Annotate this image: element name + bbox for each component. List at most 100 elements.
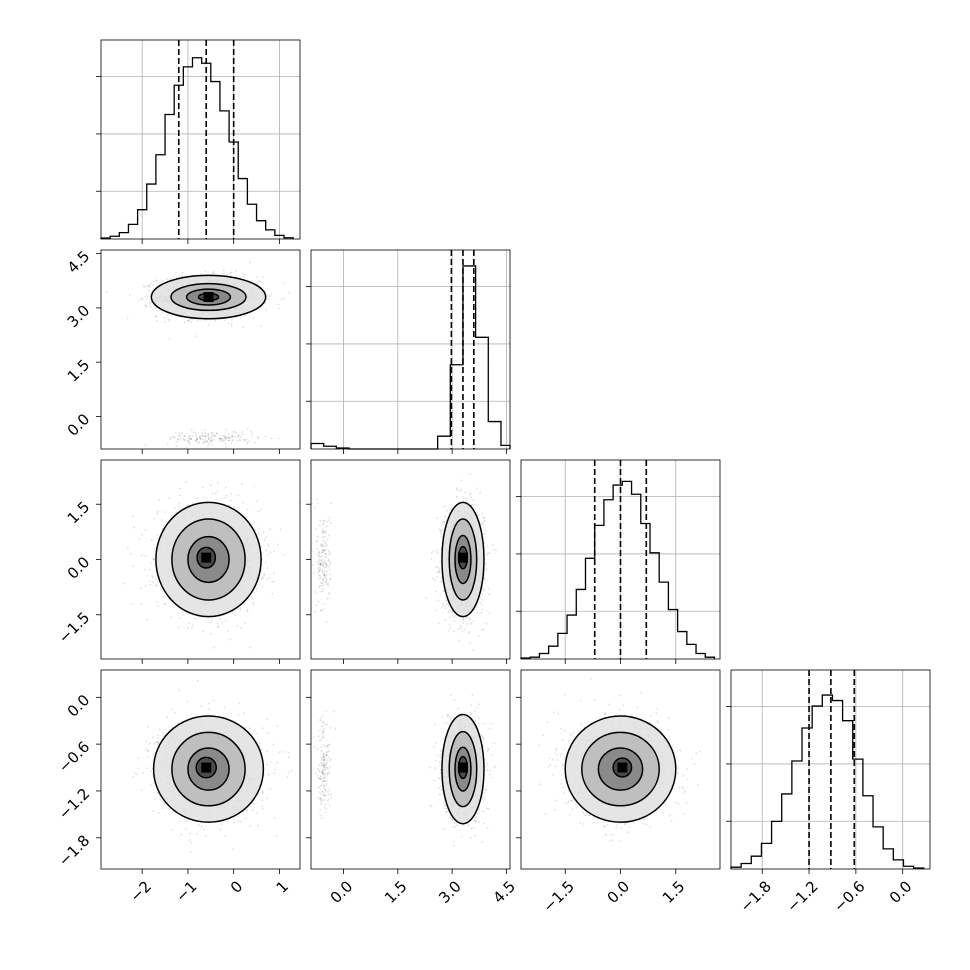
sample-point: [465, 616, 468, 619]
sample-point: [229, 499, 232, 502]
sample-point: [269, 295, 272, 297]
sample-point: [140, 603, 142, 606]
sample-point: [205, 440, 208, 443]
sample-point: [204, 319, 207, 321]
sample-point: [205, 440, 208, 442]
hist-frame-3: [730, 669, 931, 870]
sample-point: [492, 549, 495, 552]
sample-point: [207, 433, 209, 436]
sample-point: [325, 525, 328, 528]
sample-point: [185, 612, 188, 615]
sample-point: [219, 437, 222, 440]
sample-point: [488, 552, 491, 555]
sample-point: [212, 647, 215, 649]
sample-point: [171, 435, 174, 438]
sample-point: [149, 568, 151, 571]
sample-point: [321, 563, 324, 566]
sample-point: [320, 609, 322, 612]
sample-point: [200, 272, 203, 275]
sample-point: [231, 435, 234, 438]
sample-point: [244, 274, 247, 276]
sample-point: [245, 516, 248, 519]
sample-point: [316, 498, 318, 501]
sample-point: [320, 555, 322, 558]
sample-point: [436, 571, 439, 574]
sample-point: [325, 577, 328, 580]
sample-point: [319, 575, 322, 577]
sample-point: [197, 442, 200, 444]
sample-point: [219, 618, 222, 620]
sample-point: [123, 582, 126, 585]
sample-point: [438, 568, 441, 570]
sample-point: [318, 560, 320, 562]
sample-point: [247, 598, 250, 601]
sample-point: [227, 439, 230, 442]
sample-point: [319, 519, 322, 522]
sample-point: [149, 583, 152, 586]
sample-point: [266, 287, 269, 290]
sample-point: [320, 544, 323, 547]
sample-point: [487, 587, 490, 590]
sample-point: [188, 435, 191, 437]
sample-point: [482, 587, 485, 590]
sample-point: [196, 319, 199, 322]
sample-point: [210, 432, 213, 435]
sample-point: [455, 487, 458, 490]
sample-point: [228, 437, 231, 440]
sample-point: [230, 325, 233, 328]
sample-point: [158, 498, 161, 501]
sample-point: [472, 620, 475, 622]
sample-point: [259, 508, 262, 511]
sample-point: [233, 614, 236, 617]
sample-point: [207, 445, 210, 447]
histogram-step-3: [730, 694, 925, 869]
sample-point: [191, 435, 194, 437]
sample-point: [239, 439, 242, 442]
sample-point: [196, 437, 199, 440]
sample-point: [203, 429, 206, 432]
sample-point: [326, 544, 328, 546]
sample-point: [323, 550, 326, 552]
sample-point: [155, 584, 158, 587]
sample-point: [194, 335, 197, 337]
sample-point: [442, 603, 444, 605]
sample-point: [191, 624, 194, 626]
sample-point: [249, 646, 252, 649]
sample-point: [257, 510, 260, 513]
sample-point: [207, 433, 210, 436]
hist-panel-3: [726, 669, 931, 870]
sample-point: [323, 535, 326, 538]
sample-point: [177, 275, 180, 277]
sample-point: [288, 291, 290, 294]
sample-point: [485, 568, 488, 571]
sample-point: [174, 507, 176, 509]
sample-point: [126, 317, 129, 320]
sample-point: [208, 438, 210, 440]
sample-point: [468, 642, 471, 644]
sample-point: [184, 321, 186, 324]
sample-point: [178, 502, 181, 505]
sample-point: [222, 269, 225, 272]
sample-point: [323, 566, 326, 569]
sample-point: [447, 610, 450, 613]
sample-point: [255, 500, 258, 503]
sample-point: [325, 556, 328, 558]
sample-point: [231, 271, 233, 274]
sample-point: [320, 609, 322, 612]
sample-point: [322, 578, 324, 581]
sample-point: [145, 618, 148, 621]
sample-point: [217, 625, 220, 628]
sample-point: [241, 431, 244, 433]
sample-point: [322, 608, 325, 611]
sample-point: [211, 272, 214, 275]
sample-point: [443, 590, 445, 592]
sample-point: [204, 270, 207, 273]
sample-point: [322, 549, 325, 551]
sample-point: [179, 487, 181, 490]
sample-point: [229, 638, 232, 641]
contour-level-2: [171, 518, 246, 601]
sample-point: [237, 494, 240, 497]
sample-point: [145, 304, 148, 307]
sample-point: [279, 528, 282, 531]
sample-point: [245, 438, 248, 441]
